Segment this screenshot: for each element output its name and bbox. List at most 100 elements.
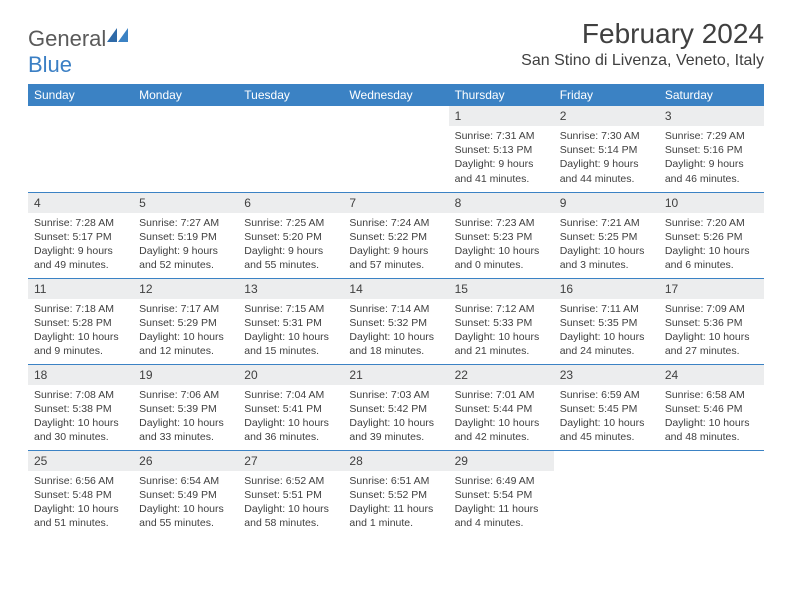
- month-title: February 2024: [521, 18, 764, 50]
- calendar-day-cell: 15Sunrise: 7:12 AMSunset: 5:33 PMDayligh…: [449, 278, 554, 364]
- day-content: Sunrise: 6:56 AMSunset: 5:48 PMDaylight:…: [28, 471, 133, 535]
- day-number: 5: [133, 193, 238, 213]
- calendar-table: SundayMondayTuesdayWednesdayThursdayFrid…: [28, 84, 764, 536]
- daylight-text: Daylight: 10 hours and 12 minutes.: [139, 330, 232, 358]
- sunrise-text: Sunrise: 7:12 AM: [455, 302, 548, 316]
- calendar-day-cell: 6Sunrise: 7:25 AMSunset: 5:20 PMDaylight…: [238, 192, 343, 278]
- daylight-text: Daylight: 10 hours and 39 minutes.: [349, 416, 442, 444]
- calendar-day-cell: 3Sunrise: 7:29 AMSunset: 5:16 PMDaylight…: [659, 106, 764, 192]
- calendar-day-cell: 8Sunrise: 7:23 AMSunset: 5:23 PMDaylight…: [449, 192, 554, 278]
- calendar-body: ....1Sunrise: 7:31 AMSunset: 5:13 PMDayl…: [28, 106, 764, 536]
- day-number: 19: [133, 365, 238, 385]
- calendar-day-cell: 13Sunrise: 7:15 AMSunset: 5:31 PMDayligh…: [238, 278, 343, 364]
- calendar-day-cell: 17Sunrise: 7:09 AMSunset: 5:36 PMDayligh…: [659, 278, 764, 364]
- daylight-text: Daylight: 10 hours and 24 minutes.: [560, 330, 653, 358]
- calendar-day-cell: .: [659, 450, 764, 536]
- day-content: Sunrise: 7:24 AMSunset: 5:22 PMDaylight:…: [343, 213, 448, 277]
- sunset-text: Sunset: 5:42 PM: [349, 402, 442, 416]
- calendar-day-cell: 20 Sunrise: 7:04 AMSunset: 5:41 PMDayligh…: [238, 364, 343, 450]
- calendar-day-cell: 12Sunrise: 7:17 AMSunset: 5:29 PMDayligh…: [133, 278, 238, 364]
- calendar-day-cell: 1Sunrise: 7:31 AMSunset: 5:13 PMDaylight…: [449, 106, 554, 192]
- sunrise-text: Sunrise: 6:49 AM: [455, 474, 548, 488]
- daylight-text: Daylight: 10 hours and 51 minutes.: [34, 502, 127, 530]
- calendar-day-cell: 10Sunrise: 7:20 AMSunset: 5:26 PMDayligh…: [659, 192, 764, 278]
- calendar-day-cell: 9Sunrise: 7:21 AMSunset: 5:25 PMDaylight…: [554, 192, 659, 278]
- calendar-day-cell: .: [554, 450, 659, 536]
- day-content: Sunrise: 7:01 AMSunset: 5:44 PMDaylight:…: [449, 385, 554, 449]
- page-header: GeneralBlue February 2024 San Stino di L…: [28, 18, 764, 78]
- daylight-text: Daylight: 10 hours and 58 minutes.: [244, 502, 337, 530]
- sunset-text: Sunset: 5:41 PM: [244, 402, 337, 416]
- calendar-day-cell: 5Sunrise: 7:27 AMSunset: 5:19 PMDaylight…: [133, 192, 238, 278]
- day-content: Sunrise: 7:27 AMSunset: 5:19 PMDaylight:…: [133, 213, 238, 277]
- day-content: Sunrise: 7:23 AMSunset: 5:23 PMDaylight:…: [449, 213, 554, 277]
- sunrise-text: Sunrise: 7:04 AM: [244, 388, 337, 402]
- daylight-text: Daylight: 9 hours and 44 minutes.: [560, 157, 653, 185]
- calendar-day-cell: 27Sunrise: 6:52 AMSunset: 5:51 PMDayligh…: [238, 450, 343, 536]
- calendar-day-cell: 28Sunrise: 6:51 AMSunset: 5:52 PMDayligh…: [343, 450, 448, 536]
- day-number: 17: [659, 279, 764, 299]
- sunrise-text: Sunrise: 7:29 AM: [665, 129, 758, 143]
- day-number: 13: [238, 279, 343, 299]
- sunset-text: Sunset: 5:19 PM: [139, 230, 232, 244]
- day-content: Sunrise: 7:30 AMSunset: 5:14 PMDaylight:…: [554, 126, 659, 190]
- day-content: Sunrise: 7:18 AMSunset: 5:28 PMDaylight:…: [28, 299, 133, 363]
- sunset-text: Sunset: 5:44 PM: [455, 402, 548, 416]
- day-number: 21: [343, 365, 448, 385]
- day-header: Saturday: [659, 84, 764, 106]
- day-number: 1: [449, 106, 554, 126]
- day-number: 20: [238, 365, 343, 385]
- day-number: 12: [133, 279, 238, 299]
- sunset-text: Sunset: 5:38 PM: [34, 402, 127, 416]
- calendar-day-cell: 18Sunrise: 7:08 AMSunset: 5:38 PMDayligh…: [28, 364, 133, 450]
- day-content: Sunrise: 6:59 AMSunset: 5:45 PMDaylight:…: [554, 385, 659, 449]
- calendar-day-cell: 4Sunrise: 7:28 AMSunset: 5:17 PMDaylight…: [28, 192, 133, 278]
- day-header: Wednesday: [343, 84, 448, 106]
- daylight-text: Daylight: 10 hours and 21 minutes.: [455, 330, 548, 358]
- daylight-text: Daylight: 10 hours and 55 minutes.: [139, 502, 232, 530]
- day-content: Sunrise: 7:21 AMSunset: 5:25 PMDaylight:…: [554, 213, 659, 277]
- day-content: Sunrise: 7:03 AMSunset: 5:42 PMDaylight:…: [343, 385, 448, 449]
- sunrise-text: Sunrise: 7:01 AM: [455, 388, 548, 402]
- daylight-text: Daylight: 10 hours and 9 minutes.: [34, 330, 127, 358]
- sunrise-text: Sunrise: 7:03 AM: [349, 388, 442, 402]
- sunrise-text: Sunrise: 7:08 AM: [34, 388, 127, 402]
- calendar-week-row: 25Sunrise: 6:56 AMSunset: 5:48 PMDayligh…: [28, 450, 764, 536]
- daylight-text: Daylight: 10 hours and 42 minutes.: [455, 416, 548, 444]
- day-number: 6: [238, 193, 343, 213]
- daylight-text: Daylight: 10 hours and 33 minutes.: [139, 416, 232, 444]
- daylight-text: Daylight: 11 hours and 1 minute.: [349, 502, 442, 530]
- day-content: Sunrise: 6:58 AMSunset: 5:46 PMDaylight:…: [659, 385, 764, 449]
- brand-logo: GeneralBlue: [28, 18, 129, 78]
- sunset-text: Sunset: 5:29 PM: [139, 316, 232, 330]
- calendar-day-cell: 29Sunrise: 6:49 AMSunset: 5:54 PMDayligh…: [449, 450, 554, 536]
- daylight-text: Daylight: 10 hours and 27 minutes.: [665, 330, 758, 358]
- sunset-text: Sunset: 5:31 PM: [244, 316, 337, 330]
- daylight-text: Daylight: 9 hours and 55 minutes.: [244, 244, 337, 272]
- day-content: Sunrise: 7:12 AMSunset: 5:33 PMDaylight:…: [449, 299, 554, 363]
- sunset-text: Sunset: 5:35 PM: [560, 316, 653, 330]
- day-header: Thursday: [449, 84, 554, 106]
- day-content: Sunrise: 7:08 AMSunset: 5:38 PMDaylight:…: [28, 385, 133, 449]
- sunset-text: Sunset: 5:32 PM: [349, 316, 442, 330]
- sunrise-text: Sunrise: 6:52 AM: [244, 474, 337, 488]
- daylight-text: Daylight: 11 hours and 4 minutes.: [455, 502, 548, 530]
- sunrise-text: Sunrise: 7:09 AM: [665, 302, 758, 316]
- day-number: 16: [554, 279, 659, 299]
- sunset-text: Sunset: 5:13 PM: [455, 143, 548, 157]
- title-block: February 2024 San Stino di Livenza, Vene…: [521, 18, 764, 70]
- day-number: 9: [554, 193, 659, 213]
- day-header: Sunday: [28, 84, 133, 106]
- sunrise-text: Sunrise: 7:15 AM: [244, 302, 337, 316]
- sunrise-text: Sunrise: 6:54 AM: [139, 474, 232, 488]
- daylight-text: Daylight: 10 hours and 6 minutes.: [665, 244, 758, 272]
- sunset-text: Sunset: 5:39 PM: [139, 402, 232, 416]
- logo-text: GeneralBlue: [28, 26, 129, 78]
- day-content: Sunrise: 6:49 AMSunset: 5:54 PMDaylight:…: [449, 471, 554, 535]
- daylight-text: Daylight: 10 hours and 36 minutes.: [244, 416, 337, 444]
- calendar-day-cell: 26Sunrise: 6:54 AMSunset: 5:49 PMDayligh…: [133, 450, 238, 536]
- daylight-text: Daylight: 9 hours and 46 minutes.: [665, 157, 758, 185]
- day-number: 11: [28, 279, 133, 299]
- calendar-day-cell: 19Sunrise: 7:06 AMSunset: 5:39 PMDayligh…: [133, 364, 238, 450]
- sunset-text: Sunset: 5:46 PM: [665, 402, 758, 416]
